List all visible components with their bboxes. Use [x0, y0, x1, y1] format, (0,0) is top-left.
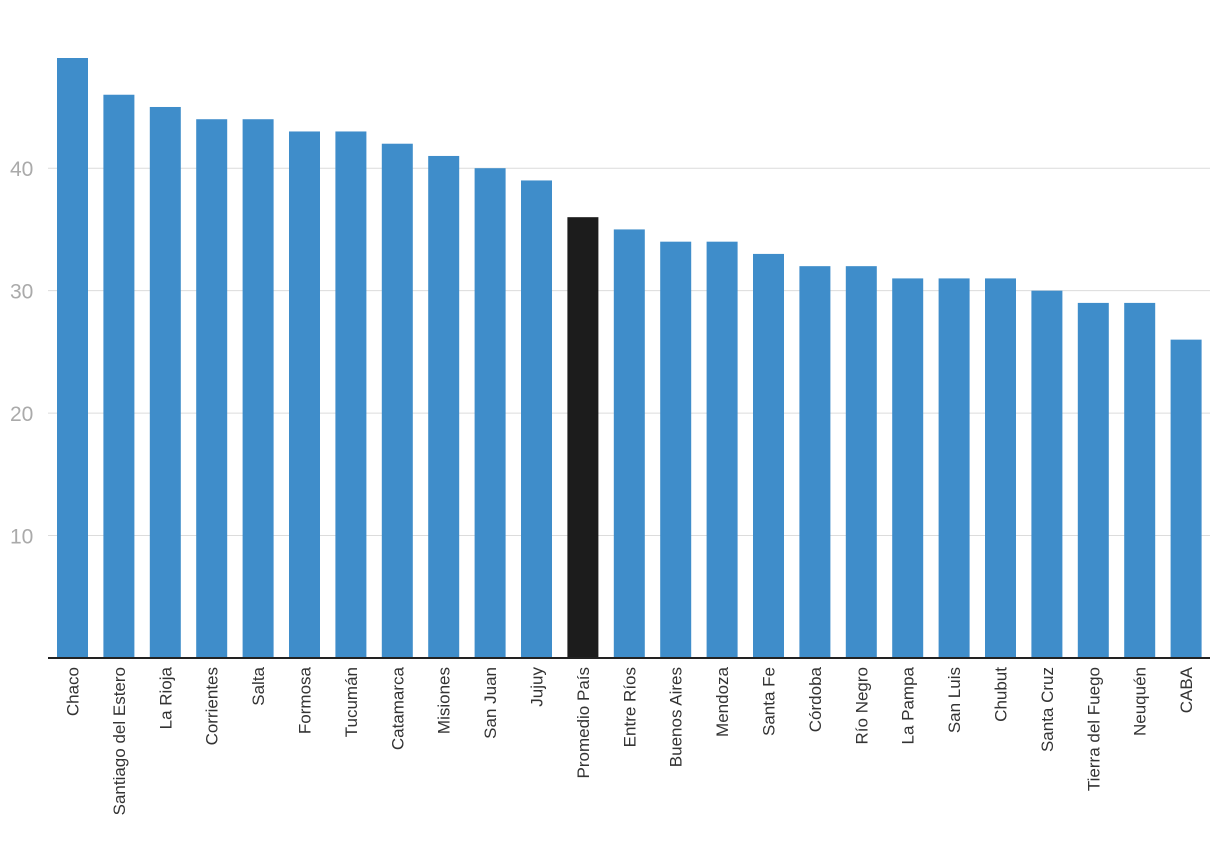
x-tick-label-santiago-del-estero: Santiago del Estero: [110, 667, 129, 815]
bars: [57, 58, 1202, 659]
x-tick-label-chubut: Chubut: [992, 667, 1011, 722]
bar-santa-fe: [753, 253, 784, 658]
bar-tucuman: [335, 131, 367, 659]
bar-caba: [1170, 339, 1202, 658]
x-tick-label-san-juan: San Juan: [481, 667, 500, 739]
bar-cordoba: [799, 266, 831, 658]
x-tick-label-promedio-pais: Promedio País: [574, 667, 593, 779]
y-tick-label-30: 30: [10, 281, 33, 304]
bar-buenos-aires: [660, 241, 692, 658]
bar-chubut: [985, 278, 1016, 658]
bar-jujuy: [521, 180, 552, 658]
bar-misiones: [428, 155, 460, 659]
x-tick-label-santa-cruz: Santa Cruz: [1038, 667, 1057, 752]
x-tick-label-la-rioja: La Rioja: [156, 666, 175, 729]
bar-chaco: [57, 58, 88, 658]
x-tick-label-entre-rios: Entre Ríos: [620, 667, 639, 747]
x-tick-label-rio-negro: Río Negro: [852, 667, 871, 744]
y-axis-ticks: 10 20 30 40: [10, 158, 33, 548]
x-tick-label-catamarca: Catamarca: [388, 666, 407, 750]
bar-salta: [242, 119, 274, 658]
x-tick-label-chaco: Chaco: [64, 667, 83, 716]
bar-corrientes: [196, 119, 228, 658]
bar-san-juan: [474, 168, 506, 658]
bar-santa-cruz: [1031, 290, 1063, 658]
bar-san-luis: [938, 278, 970, 658]
x-tick-label-mendoza: Mendoza: [713, 666, 732, 736]
y-tick-label-20: 20: [10, 403, 33, 426]
x-tick-label-la-pampa: La Pampa: [899, 666, 918, 744]
bar-neuquen: [1124, 302, 1156, 658]
bar-promedio-pais: [567, 217, 599, 659]
x-tick-label-cordoba: Córdoba: [806, 666, 825, 732]
bar-santiago-del-estero: [103, 94, 135, 659]
x-tick-label-tierra-del-fuego: Tierra del Fuego: [1084, 667, 1103, 791]
x-tick-label-tucuman: Tucumán: [342, 667, 361, 737]
bar-entre-rios: [613, 229, 645, 658]
x-tick-label-san-luis: San Luis: [945, 667, 964, 733]
bar-mendoza: [706, 241, 738, 658]
y-tick-label-40: 40: [10, 158, 33, 181]
x-tick-label-neuquen: Neuquén: [1131, 667, 1150, 736]
bar-rio-negro: [845, 266, 877, 658]
bar-formosa: [289, 131, 320, 659]
bar-catamarca: [381, 143, 413, 658]
x-tick-label-caba: CABA: [1177, 666, 1196, 713]
x-tick-label-misiones: Misiones: [435, 667, 454, 734]
x-tick-label-santa-fe: Santa Fe: [760, 667, 779, 736]
y-tick-label-10: 10: [10, 526, 33, 549]
x-axis-ticks: Chaco Santiago del Estero La Rioja Corrient…: [64, 666, 1197, 815]
bar-tierra-del-fuego: [1077, 302, 1109, 658]
x-tick-label-formosa: Formosa: [296, 666, 315, 734]
bar-la-pampa: [892, 278, 924, 658]
bar-la-rioja: [149, 106, 181, 658]
x-tick-label-corrientes: Corrientes: [203, 667, 222, 745]
x-tick-label-buenos-aires: Buenos Aires: [667, 667, 686, 767]
x-tick-label-salta: Salta: [249, 666, 268, 705]
x-tick-label-jujuy: Jujuy: [528, 667, 547, 707]
